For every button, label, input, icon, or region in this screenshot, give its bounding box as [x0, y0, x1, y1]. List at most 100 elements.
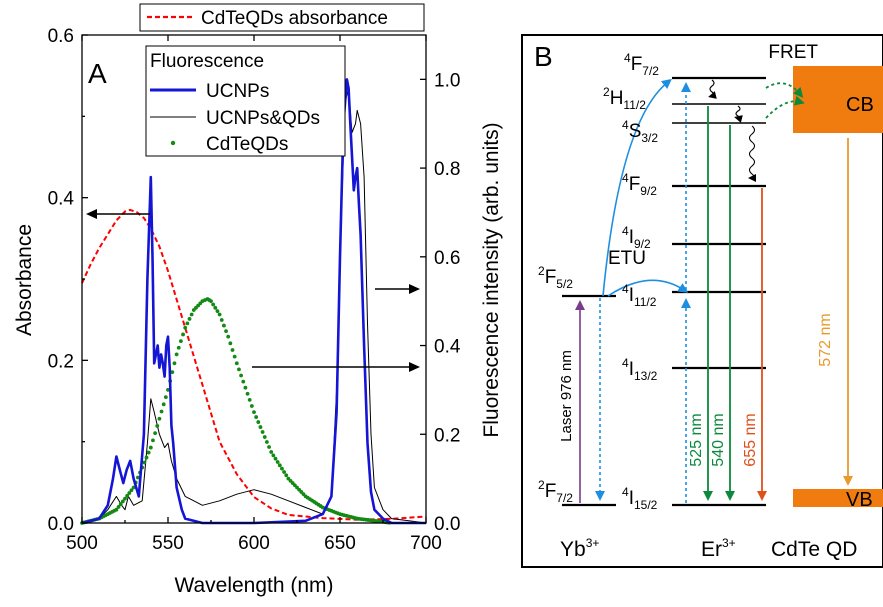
- series-point: [211, 302, 216, 307]
- series-point: [219, 318, 224, 322]
- series-point: [146, 450, 151, 455]
- series-point: [116, 505, 121, 509]
- legend-absorbance: CdTeQDs absorbance: [139, 3, 425, 32]
- term-symbol-labels: 2F5/2 2F7/2 4F7/2 2H11/2 4S3/2 4F9/2 4I9/2 4I11…: [538, 51, 659, 512]
- series-point: [166, 388, 170, 392]
- left-axis-ticks: 0.0 0.2 0.4 0.6: [48, 26, 88, 535]
- series-point: [226, 334, 231, 339]
- series-point: [269, 450, 274, 454]
- series-point: [237, 367, 241, 372]
- series-point: [172, 361, 177, 366]
- series-point: [222, 323, 226, 328]
- series-point: [174, 352, 179, 357]
- series-point: [213, 305, 218, 310]
- series-point: [163, 395, 168, 400]
- left-arrow-head: [86, 209, 97, 219]
- series-point: [249, 404, 254, 408]
- term-yb-2f52: 2F5/2: [538, 264, 573, 291]
- legend-swatch-cdteqds: [170, 140, 176, 146]
- right-arrow-head-1: [409, 284, 420, 294]
- panel-a-label: A: [88, 58, 107, 89]
- axis-indicator-arrows: [86, 209, 420, 372]
- legend-label-ucnps-qds: UCNPs&QDs: [206, 108, 320, 129]
- ion-label-er: Er3+: [701, 536, 736, 561]
- legend-fluorescence-box: [145, 45, 346, 157]
- series-point: [183, 325, 188, 330]
- right-tick-label: 0.2: [434, 425, 460, 446]
- ion-label-yb: Yb3+: [560, 536, 599, 561]
- x-tick-label: 600: [238, 533, 270, 554]
- left-tick-label: 0.2: [48, 351, 74, 372]
- left-tick-label: 0.4: [48, 189, 75, 210]
- right-tick-label: 0.4: [434, 337, 461, 358]
- emission-540-label: 540 nm: [710, 413, 727, 466]
- series-point: [151, 438, 155, 443]
- fret-curve-2: [765, 95, 805, 119]
- laser-label: Laser 976 nm: [558, 350, 575, 442]
- vb-label: VB: [846, 489, 873, 511]
- series-point: [258, 425, 263, 429]
- series-point: [241, 379, 246, 384]
- series-point: [161, 402, 166, 407]
- term-yb-2f72: 2F7/2: [538, 478, 573, 505]
- etu-upper-curve: [602, 78, 672, 297]
- right-tick-label: 0.0: [434, 514, 460, 535]
- x-axis-title: Wavelength (nm): [174, 574, 333, 597]
- series-point: [125, 493, 130, 498]
- series-point: [148, 445, 153, 450]
- right-axis-ticks: 0.0 0.2 0.4 0.6 0.8 1.0: [420, 70, 461, 535]
- term-er-4s32: 4S3/2: [622, 118, 658, 145]
- series-point: [142, 460, 147, 465]
- series-point: [176, 345, 181, 350]
- series-point: [123, 496, 127, 501]
- series-point: [273, 456, 278, 461]
- series-point: [243, 385, 248, 390]
- series-point: [230, 348, 235, 352]
- term-er-4i132: 4I13/2: [622, 356, 658, 383]
- series-point: [252, 410, 256, 414]
- series-point: [170, 370, 175, 375]
- series-point: [144, 455, 149, 460]
- series-point: [254, 415, 259, 419]
- qd-valence-band: [793, 489, 883, 507]
- right-axis-title: Fluorescence intensity (arb. units): [480, 122, 503, 437]
- left-tick-label: 0.0: [48, 514, 74, 535]
- series-point: [114, 507, 119, 512]
- panel-a-chart: A 500 550 600 650 700 0.0 0.2 0.4 0.6 0.0 0.2 0.4…: [13, 3, 503, 597]
- series-point: [129, 488, 134, 493]
- series-point: [228, 341, 233, 346]
- etu-label: ETU: [608, 248, 646, 269]
- panel-b-label: B: [534, 41, 553, 72]
- series-point: [215, 309, 220, 314]
- series-point: [262, 435, 267, 439]
- cb-label: CB: [846, 94, 874, 116]
- series-point: [265, 440, 269, 444]
- qd-conduction-band: [793, 66, 883, 133]
- right-tick-label: 0.8: [434, 159, 460, 180]
- fret-curve-1: [765, 82, 804, 98]
- panel-b-frame: [521, 34, 883, 568]
- legend-absorbance-label: CdTeQDs absorbance: [201, 8, 388, 29]
- qd-emission-label: 572 nm: [817, 313, 834, 366]
- x-tick-label: 650: [324, 533, 356, 554]
- series-point: [239, 373, 244, 378]
- series-point: [275, 460, 280, 464]
- term-er-4f72: 4F7/2: [624, 51, 659, 78]
- legend-label-ucnps: UCNPs: [206, 81, 269, 102]
- left-axis-title: Absorbance: [13, 224, 36, 336]
- right-tick-label: 1.0: [434, 70, 460, 91]
- emission-525-label: 525 nm: [688, 413, 705, 466]
- nonradiative-3: [748, 125, 757, 182]
- series-point: [179, 339, 183, 344]
- nonradiative-2: [734, 105, 743, 123]
- series-point: [267, 445, 271, 449]
- series-point: [260, 430, 265, 434]
- series-point: [157, 416, 162, 421]
- nonradiative-1: [708, 79, 717, 99]
- legend-label-cdteqds: CdTeQDs: [206, 134, 288, 155]
- etu-lower-curve: [607, 279, 689, 297]
- panel-b-diagram: B FRET ETU CB VB: [521, 34, 883, 568]
- series-point: [280, 466, 284, 471]
- series-point: [185, 321, 190, 326]
